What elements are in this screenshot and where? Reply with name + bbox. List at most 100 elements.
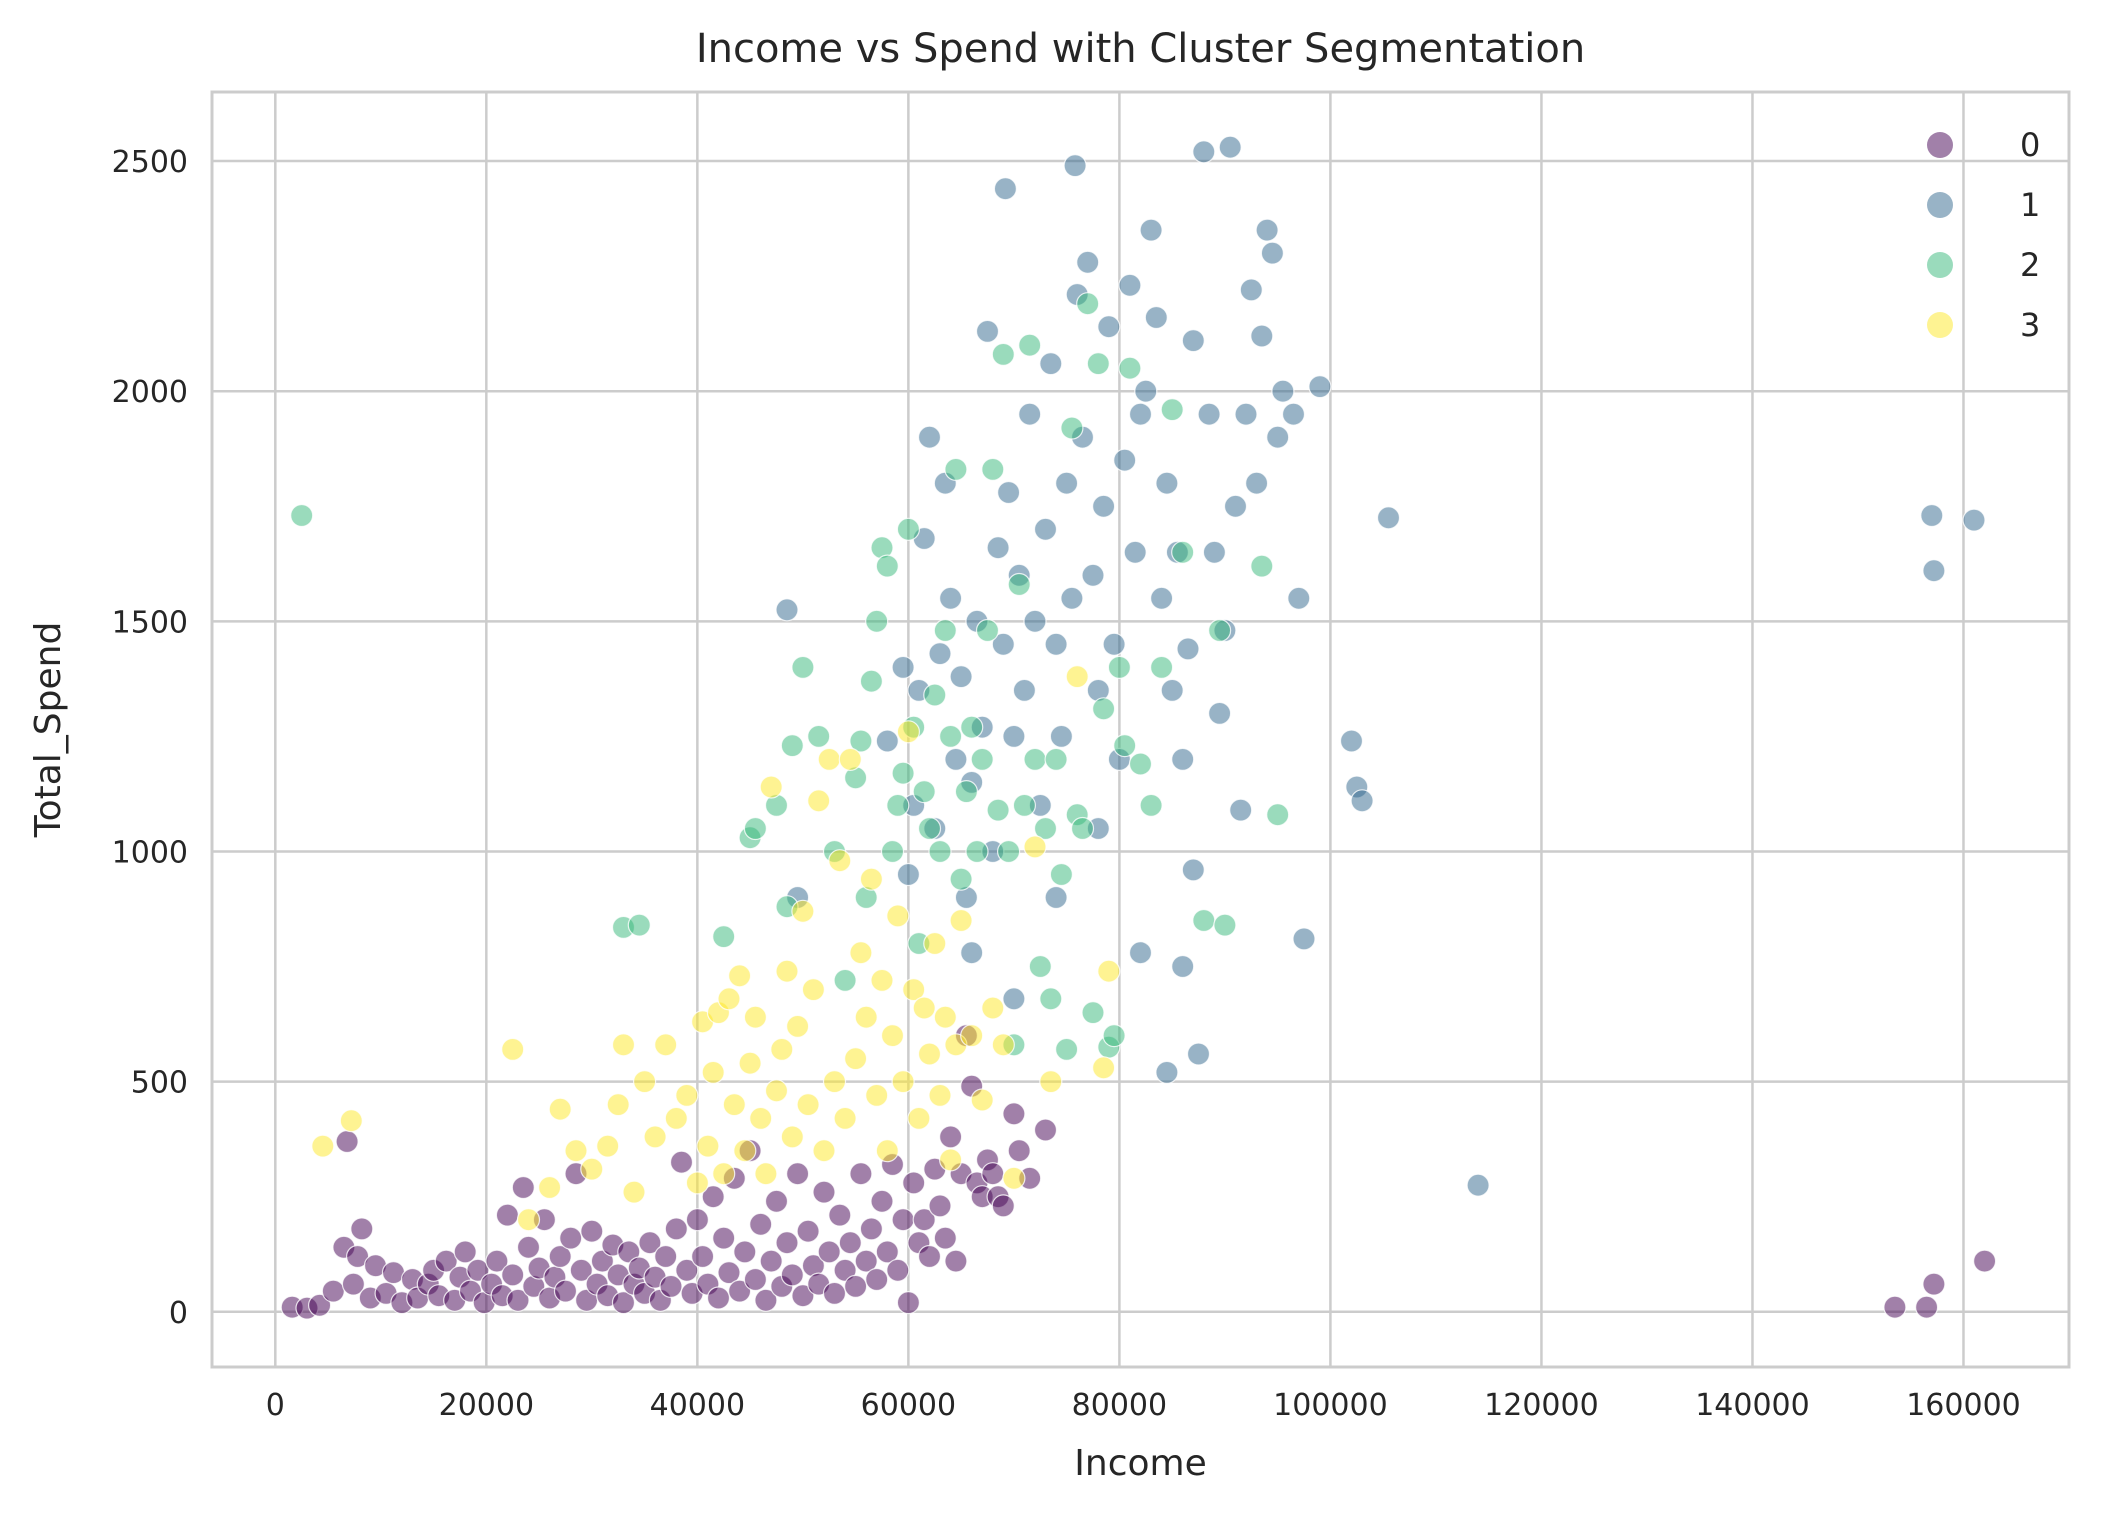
data-point <box>350 1217 374 1241</box>
data-point <box>1250 554 1274 578</box>
data-point <box>775 598 799 622</box>
data-point <box>801 977 826 1002</box>
data-point <box>1308 375 1332 399</box>
data-point <box>717 1260 741 1285</box>
data-point <box>1028 954 1052 979</box>
data-point <box>553 1279 578 1303</box>
data-point <box>537 1175 562 1200</box>
data-point <box>991 1033 1015 1057</box>
data-point <box>938 724 963 749</box>
data-point <box>675 1083 699 1108</box>
data-point <box>865 1083 889 1108</box>
data-point <box>1914 1295 1939 1319</box>
data-point <box>912 779 936 804</box>
data-point <box>896 1290 921 1315</box>
x-tick-labels: 0 20000 40000 60000 80000 100000 120000 140000 1… <box>266 1388 2021 1423</box>
data-point <box>1128 752 1153 776</box>
x-axis-label: Income <box>1074 1443 1206 1484</box>
data-point <box>1102 1023 1126 1048</box>
data-point <box>749 1212 773 1236</box>
data-point <box>854 1249 878 1273</box>
y-tick-label: 2000 <box>112 375 188 410</box>
x-tick-label: 100000 <box>1273 1388 1388 1423</box>
data-point <box>1097 959 1121 983</box>
data-point <box>712 1226 736 1250</box>
data-point <box>1002 1102 1026 1126</box>
data-point <box>1139 218 1163 242</box>
data-point <box>1023 609 1047 633</box>
data-point <box>949 867 973 891</box>
data-point <box>690 1244 715 1269</box>
data-point <box>780 733 804 758</box>
data-point <box>738 1051 762 1075</box>
data-point <box>759 1249 783 1273</box>
data-point <box>838 747 862 772</box>
data-point <box>917 1244 942 1269</box>
data-point <box>685 1171 710 1195</box>
data-point <box>1883 1295 1907 1319</box>
data-point <box>780 1263 804 1287</box>
data-point <box>896 517 921 541</box>
data-point <box>796 1219 820 1243</box>
data-point <box>1922 559 1946 583</box>
data-point <box>1039 1069 1063 1094</box>
data-point <box>611 1290 636 1315</box>
data-point <box>1202 540 1227 564</box>
data-point <box>981 1162 1005 1186</box>
data-point <box>1018 333 1042 357</box>
data-point <box>643 1125 667 1149</box>
chart-title: Income vs Spend with Cluster Segmentatio… <box>696 26 1585 72</box>
data-point <box>1207 618 1232 643</box>
data-point <box>1118 273 1142 297</box>
data-point <box>1186 1042 1211 1066</box>
data-point <box>1962 508 1986 532</box>
data-point <box>1091 697 1116 721</box>
data-point <box>339 1109 363 1133</box>
data-point <box>822 1069 847 1094</box>
data-point <box>516 1235 541 1259</box>
data-point <box>1063 154 1087 178</box>
data-point <box>1091 494 1116 518</box>
data-point <box>580 1219 604 1243</box>
data-point <box>1972 1249 1997 1273</box>
data-point <box>1076 292 1100 316</box>
data-point <box>590 1249 615 1273</box>
data-point <box>938 1148 963 1172</box>
data-point <box>1044 885 1068 910</box>
data-point <box>1128 941 1153 965</box>
data-point <box>485 1249 509 1273</box>
data-point <box>1239 278 1263 302</box>
data-point <box>812 1180 836 1204</box>
x-tick-label: 60000 <box>861 1388 956 1423</box>
data-point <box>986 798 1010 822</box>
data-point <box>654 1244 678 1269</box>
data-point <box>886 904 910 928</box>
data-point <box>928 1083 952 1108</box>
data-point <box>880 1023 905 1048</box>
data-point <box>807 724 831 749</box>
data-point <box>1007 1139 1031 1163</box>
data-point <box>1181 329 1205 353</box>
data-point <box>785 1162 810 1186</box>
data-point <box>627 913 651 937</box>
x-tick-label: 120000 <box>1484 1388 1599 1423</box>
data-point <box>341 1272 365 1296</box>
data-point <box>902 977 926 1002</box>
data-point <box>1376 506 1401 530</box>
data-point <box>896 862 921 887</box>
data-point <box>1113 448 1137 472</box>
data-point <box>685 1208 710 1232</box>
data-point <box>659 1274 683 1299</box>
data-point <box>933 618 957 643</box>
data-point <box>1134 379 1158 403</box>
data-point <box>886 1258 910 1282</box>
data-point <box>1149 586 1174 610</box>
data-point <box>1023 835 1047 859</box>
data-point <box>1049 862 1074 887</box>
data-point <box>780 1125 804 1149</box>
data-point <box>727 964 752 988</box>
data-point <box>1060 416 1084 440</box>
x-tick-label: 140000 <box>1695 1388 1810 1423</box>
data-point <box>907 1106 931 1131</box>
legend-marker <box>1927 192 1953 218</box>
